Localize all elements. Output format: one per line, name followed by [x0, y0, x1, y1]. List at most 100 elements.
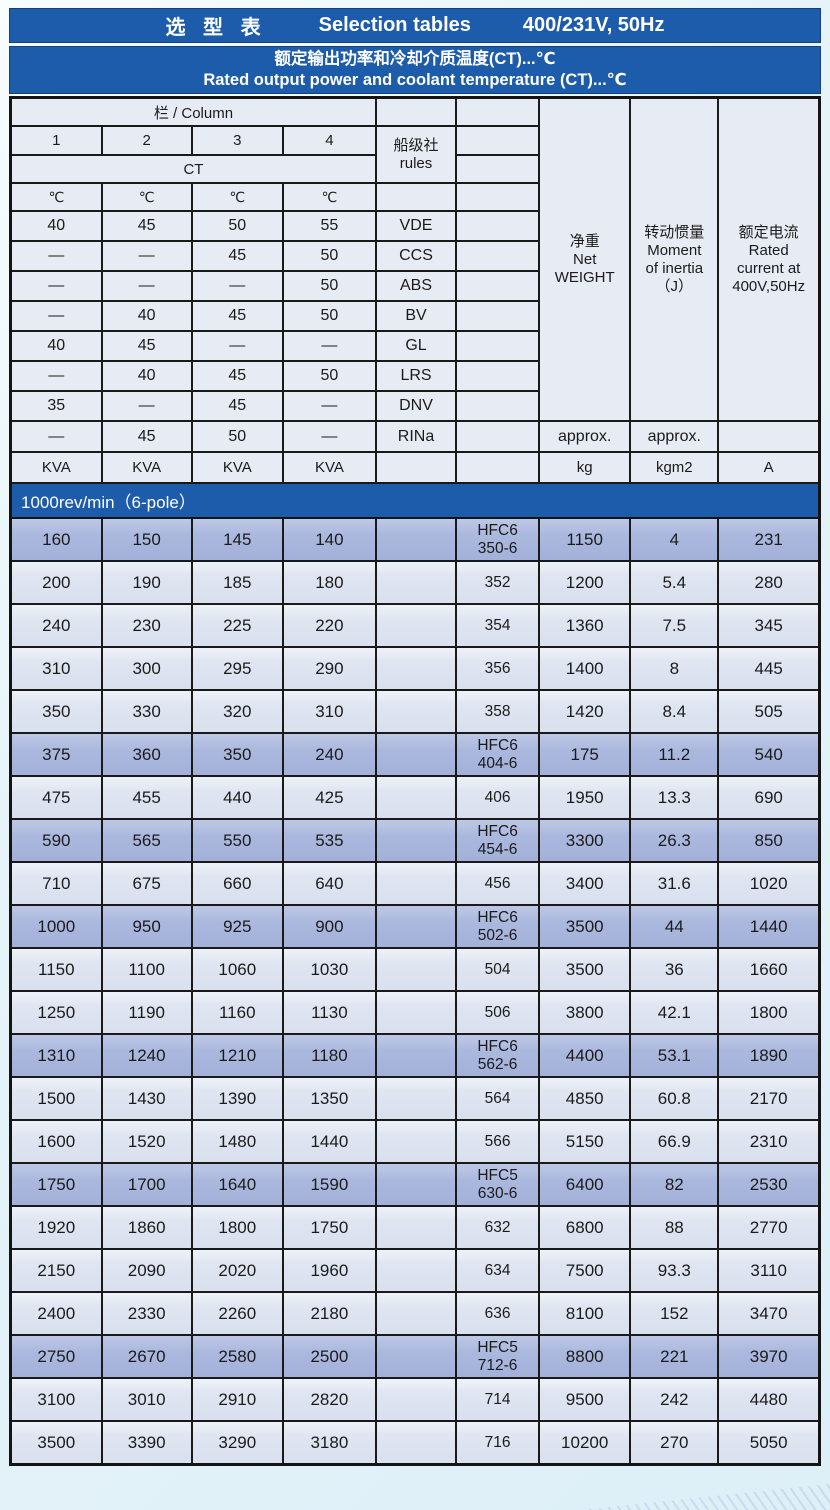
table-row: 3500 3390 3290 3180 716 10200 270 5050: [9, 1420, 821, 1466]
temp-cell: —: [100, 270, 193, 302]
kva-col4-cell: 290: [281, 646, 377, 691]
kva-col1-cell: 1750: [9, 1162, 103, 1207]
kva-col3-cell: 1800: [190, 1205, 284, 1250]
kva-col3-cell: 1390: [190, 1076, 284, 1121]
kva-col3-cell: 925: [190, 904, 284, 949]
kva-col4-cell: 240: [281, 732, 377, 777]
kva-col2-cell: 3010: [100, 1377, 193, 1422]
temp-cell: 45: [190, 390, 284, 422]
current-cell: 445: [717, 646, 821, 691]
temp-cell: 35: [9, 390, 103, 422]
kva-col3-cell: 3290: [190, 1420, 284, 1466]
weight-cell: 9500: [538, 1377, 632, 1422]
table-row: 310 300 295 290 356 1400 8 445: [9, 646, 821, 691]
temp-cell: —: [100, 240, 193, 272]
temp-row-gl: 40 45 — — GL: [9, 330, 820, 362]
classification-rules-header: 船级社 rules: [374, 125, 458, 184]
unit-kva-cell: KVA: [281, 451, 377, 484]
kva-col2-cell: 950: [100, 904, 193, 949]
model-cell: 636: [455, 1291, 541, 1336]
rules-cell: [374, 689, 458, 734]
empty-cell: [455, 390, 541, 422]
current-cell: 540: [717, 732, 821, 777]
weight-cell: 1200: [538, 560, 632, 605]
temp-cell: 50: [281, 240, 377, 272]
title-bar: 选 型 表 Selection tables 400/231V, 50Hz: [9, 8, 821, 43]
rule-name-cell: RINa: [374, 420, 458, 453]
kva-col4-cell: 1350: [281, 1076, 377, 1121]
table-header: 栏 / Column 净重 Net WEIGHT 转动惯量 Moment of …: [9, 96, 821, 519]
kva-col3-cell: 295: [190, 646, 284, 691]
weight-cell: 4400: [538, 1033, 632, 1078]
rules-cell: [374, 1248, 458, 1293]
current-cell: 5050: [717, 1420, 821, 1466]
kva-col4-cell: 1130: [281, 990, 377, 1035]
column-number-cell: 3: [190, 125, 284, 156]
temp-cell: —: [9, 240, 103, 272]
temp-cell: 45: [190, 360, 284, 392]
moment-of-inertia-header: 转动惯量 Moment of inertia （J）: [629, 96, 720, 422]
rules-cell: [374, 1377, 458, 1422]
kva-col1-cell: 3500: [9, 1420, 103, 1466]
empty-cell: [455, 300, 541, 332]
temp-cell: 45: [190, 240, 284, 272]
column-numbers-row: 1 2 3 4 船级社 rules: [9, 125, 820, 184]
kva-col4-cell: 140: [281, 517, 377, 562]
units-row: KVA KVA KVA KVA kg kgm2 A: [9, 451, 821, 484]
kva-col2-cell: 1700: [100, 1162, 193, 1207]
weight-cell: 5150: [538, 1119, 632, 1164]
subtitle-cn: 额定输出功率和冷却介质温度(CT)...℃: [274, 50, 556, 69]
temp-cell: 45: [100, 330, 193, 362]
empty-cell: [374, 182, 458, 212]
temp-row-ccs: — — 45 50 CCS: [9, 240, 820, 272]
model-cell: HFC6 562-6: [455, 1033, 541, 1078]
kva-col3-cell: 2020: [190, 1248, 284, 1293]
current-cell: 2310: [717, 1119, 821, 1164]
kva-col2-cell: 2090: [100, 1248, 193, 1293]
rules-cell: [374, 1420, 458, 1466]
table-row: 1000 950 925 900 HFC6 502-6 3500 44 1440: [9, 904, 821, 949]
unit-ampere-cell: A: [717, 451, 821, 484]
inertia-cell: 4: [629, 517, 720, 562]
speed-section-label: 1000rev/min（6-pole）: [9, 482, 821, 519]
inertia-cell: 53.1: [629, 1033, 720, 1078]
empty-cell: [455, 420, 541, 453]
approx-inertia-cell: approx.: [629, 420, 720, 453]
weight-cell: 1400: [538, 646, 632, 691]
temp-cell: 45: [100, 420, 193, 453]
rule-name-cell: LRS: [374, 360, 458, 392]
weight-cell: 6400: [538, 1162, 632, 1207]
rules-cell: [374, 646, 458, 691]
weight-cell: 175: [538, 732, 632, 777]
column-number-cell: 2: [100, 125, 193, 156]
inertia-cell: 31.6: [629, 861, 720, 906]
kva-col4-cell: 900: [281, 904, 377, 949]
model-cell: HFC6 350-6: [455, 517, 541, 562]
kva-col1-cell: 350: [9, 689, 103, 734]
empty-cell: [374, 96, 458, 127]
weight-cell: 7500: [538, 1248, 632, 1293]
kva-col1-cell: 200: [9, 560, 103, 605]
kva-col2-cell: 2330: [100, 1291, 193, 1336]
kva-col2-cell: 1240: [100, 1033, 193, 1078]
table-row: 3100 3010 2910 2820 714 9500 242 4480: [9, 1377, 821, 1422]
temp-cell: —: [281, 390, 377, 422]
kva-col4-cell: 1030: [281, 947, 377, 992]
unit-kgm2-cell: kgm2: [629, 451, 720, 484]
inertia-cell: 5.4: [629, 560, 720, 605]
empty-cell: [455, 360, 541, 392]
net-weight-header: 净重 Net WEIGHT: [538, 96, 632, 422]
rule-name-cell: DNV: [374, 390, 458, 422]
subtitle-bar: 额定输出功率和冷却介质温度(CT)...℃ Rated output power…: [9, 46, 821, 94]
subtitle-en: Rated output power and coolant temperatu…: [203, 71, 627, 89]
temp-cell: —: [190, 270, 284, 302]
rules-cell: [374, 775, 458, 820]
empty-cell: [717, 420, 821, 453]
weight-cell: 4850: [538, 1076, 632, 1121]
kva-col4-cell: 1590: [281, 1162, 377, 1207]
empty-cell: [455, 125, 541, 156]
temp-row-lrs: — 40 45 50 LRS: [9, 360, 820, 392]
model-cell: HFC6 454-6: [455, 818, 541, 863]
model-cell: HFC5 630-6: [455, 1162, 541, 1207]
current-cell: 1660: [717, 947, 821, 992]
